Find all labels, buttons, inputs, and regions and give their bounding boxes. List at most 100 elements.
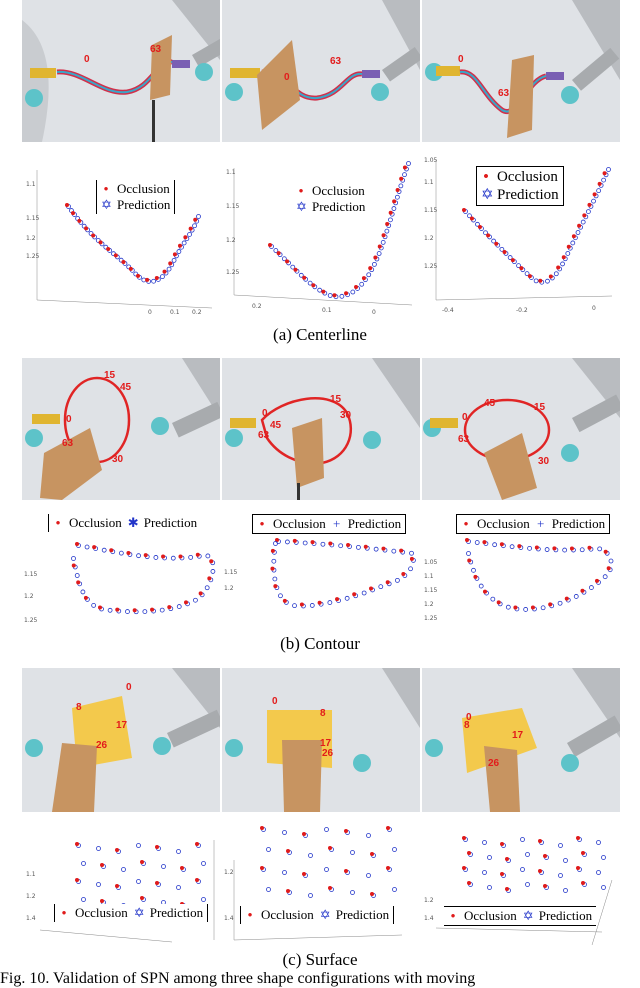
- prediction-point: [606, 167, 611, 172]
- occlusion-point: [467, 851, 471, 855]
- tick: 1.1: [26, 871, 36, 878]
- prediction-point: [579, 547, 585, 553]
- occlusion-point: [286, 889, 290, 893]
- occlusion-point: [178, 554, 183, 559]
- prediction-point: [91, 602, 97, 608]
- prediction-point: [533, 278, 539, 284]
- prediction-point: [525, 852, 530, 857]
- prediction-point: [196, 214, 201, 219]
- tick: 1.1: [226, 169, 236, 176]
- prediction-point: [388, 217, 393, 223]
- prediction-point: [84, 544, 90, 550]
- legend: • Occlusion ✡ Prediction: [54, 904, 209, 922]
- occlusion-point: [606, 566, 611, 571]
- occlusion-point: [167, 605, 172, 610]
- surface-photo-2: 0 8 17 26: [222, 668, 420, 812]
- prediction-point: [466, 551, 471, 556]
- centerline-photos-row: 0 63 0 63 0: [22, 0, 622, 142]
- prediction-point: [372, 261, 377, 267]
- occlusion-point: [587, 202, 592, 207]
- tick: 1.25: [424, 615, 438, 622]
- occlusion-point: [344, 291, 349, 296]
- tick: 1.2: [24, 593, 34, 600]
- occlusion-point: [543, 884, 547, 888]
- prediction-point: [271, 558, 277, 564]
- occlusion-point: [513, 605, 518, 610]
- prediction-point: [563, 858, 568, 863]
- prediction-point: [74, 573, 80, 578]
- label-0: 0: [466, 712, 472, 723]
- label-15: 15: [104, 370, 116, 381]
- prediction-point: [406, 161, 411, 166]
- occlusion-point: [71, 211, 76, 216]
- prediction-point: [81, 897, 86, 902]
- occlusion-point: [392, 199, 397, 204]
- occlusion-point: [381, 546, 386, 551]
- legend-prediction: Prediction: [538, 908, 593, 923]
- occlusion-point: [332, 293, 337, 298]
- occlusion-point: [581, 851, 585, 855]
- prediction-point: [96, 882, 101, 887]
- occlusion-point: [530, 605, 535, 610]
- occlusion-point: [486, 233, 491, 238]
- occlusion-point: [592, 192, 597, 197]
- occlusion-point: [467, 558, 472, 563]
- tick: 1.2: [424, 601, 434, 608]
- prediction-point: [170, 555, 176, 561]
- prediction-point: [565, 251, 571, 256]
- prediction-point: [380, 240, 386, 245]
- prediction-point: [171, 257, 177, 263]
- occlusion-point: [92, 545, 97, 550]
- prediction-point: [378, 584, 384, 590]
- prediction-point: [527, 545, 532, 551]
- occlusion-point: [136, 273, 141, 278]
- occlusion-point: [519, 266, 524, 271]
- occlusion-point: [399, 548, 404, 553]
- occlusion-point: [369, 586, 374, 591]
- occlusion-point: [286, 849, 290, 853]
- occlusion-point: [328, 846, 332, 850]
- prediction-point: [591, 198, 596, 204]
- occlusion-point: [352, 592, 357, 597]
- tick: 1.15: [24, 571, 38, 578]
- label-0: 0: [126, 682, 132, 693]
- prediction-point: [204, 585, 210, 591]
- occlusion-point: [500, 842, 504, 846]
- prediction-point: [505, 604, 511, 610]
- centerline-photo-3: 0 63: [422, 0, 620, 142]
- prediction-point: [292, 603, 297, 609]
- prediction-point: [278, 593, 283, 599]
- legend-prediction: Prediction: [312, 199, 366, 214]
- occlusion-point: [561, 255, 566, 260]
- prediction-point: [161, 864, 166, 869]
- label-17: 17: [116, 720, 128, 731]
- label-26: 26: [488, 758, 500, 769]
- prediction-point: [284, 539, 290, 545]
- occlusion-point: [361, 276, 366, 281]
- label-63: 63: [458, 434, 470, 445]
- tick: 1.15: [26, 215, 40, 222]
- prediction-point: [210, 569, 216, 574]
- occlusion-point: [462, 836, 466, 840]
- prediction-point: [307, 280, 313, 286]
- occlusion-point: [602, 171, 607, 176]
- prediction-point: [188, 554, 194, 560]
- occlusion-point: [344, 869, 348, 873]
- centerline-photo-2: 0 63: [222, 0, 420, 142]
- contour-photo-2: 0 45 15 63 30: [222, 358, 420, 500]
- occlusion-point: [183, 235, 188, 240]
- prediction-point: [366, 873, 371, 878]
- occlusion-point: [292, 538, 297, 543]
- prediction-point: [540, 605, 546, 611]
- occlusion-point: [335, 597, 340, 602]
- tick: 0: [372, 309, 376, 316]
- prediction-point: [560, 261, 565, 267]
- occlusion-point: [543, 854, 547, 858]
- prediction-point: [601, 855, 606, 860]
- occlusion-point: [505, 857, 509, 861]
- prediction-point: [290, 264, 296, 270]
- occlusion-point: [370, 852, 374, 856]
- prediction-point: [136, 843, 141, 848]
- occlusion-point: [126, 550, 131, 555]
- prediction-point: [376, 251, 382, 256]
